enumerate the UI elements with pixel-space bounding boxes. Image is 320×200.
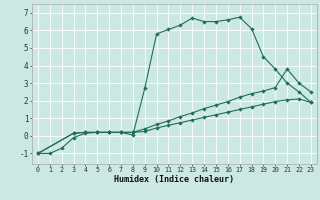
X-axis label: Humidex (Indice chaleur): Humidex (Indice chaleur) — [115, 175, 234, 184]
